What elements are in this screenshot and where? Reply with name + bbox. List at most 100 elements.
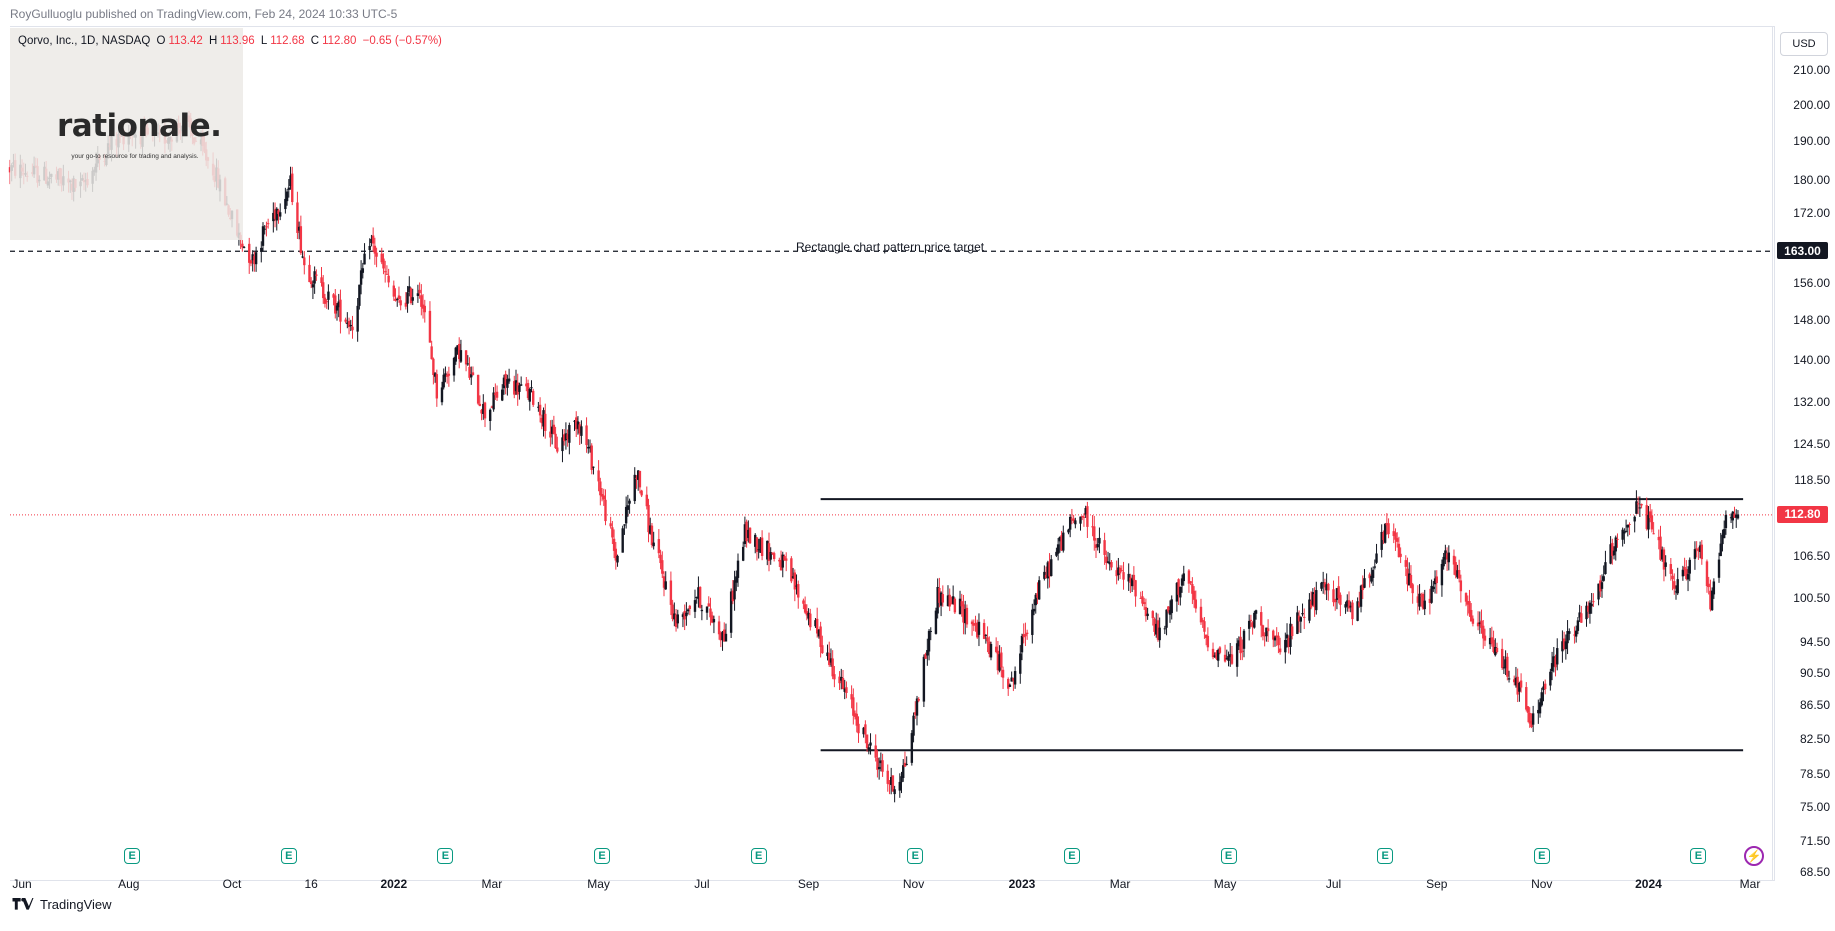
candle-body [478, 403, 482, 407]
candle-body [540, 417, 544, 424]
earnings-e-icon[interactable]: E [280, 848, 297, 864]
time-axis-label: Mar [481, 877, 503, 891]
earnings-e-icon[interactable]: E [124, 848, 141, 864]
candle-body [693, 600, 697, 612]
candle-body [464, 350, 468, 365]
currency-button[interactable]: USD [1780, 32, 1828, 56]
time-axis-label: Aug [118, 877, 140, 891]
candle-body [1024, 633, 1027, 637]
candle-body [406, 292, 409, 304]
target-price-tag: 163.00 [1777, 242, 1828, 260]
candle-body [303, 257, 306, 266]
candle-body [1599, 580, 1602, 592]
candle-body [273, 209, 277, 219]
candle-body [242, 246, 246, 248]
candle-body [1289, 623, 1292, 647]
candle-body [254, 252, 258, 265]
candle-body [771, 552, 774, 554]
candle-body [676, 614, 679, 624]
candle-body [1122, 572, 1125, 580]
earnings-e-icon[interactable]: E [1063, 848, 1080, 864]
earnings-e-icon[interactable]: E [1533, 848, 1550, 864]
earnings-e-icon[interactable]: E [437, 848, 454, 864]
candle-body [710, 615, 714, 623]
candle-body [1108, 562, 1111, 565]
candle-body [838, 676, 841, 684]
earnings-e-icon[interactable]: E [594, 848, 611, 864]
candle-body [1361, 584, 1364, 591]
candle-body [1688, 559, 1691, 574]
time-axis-label: Nov [1531, 877, 1553, 891]
candle-body [636, 470, 640, 480]
legend-open-label: O [156, 35, 166, 47]
candle-body [457, 343, 461, 360]
candle-body [1444, 550, 1447, 560]
candle-body [638, 470, 642, 488]
candle-body [471, 372, 475, 376]
candle-body [482, 403, 485, 415]
candle-body [1287, 637, 1290, 648]
candle-body [1394, 532, 1397, 540]
candle-body [516, 382, 519, 395]
candle-body [1098, 537, 1101, 544]
candle-body [1371, 569, 1375, 578]
candle-body [1356, 601, 1359, 621]
candle-body [1199, 606, 1203, 623]
candle-body [1543, 683, 1547, 690]
candle-body [886, 770, 889, 784]
earnings-e-icon[interactable]: E [1220, 848, 1237, 864]
candle-body [349, 324, 352, 327]
candle-body [249, 260, 253, 264]
candle-body [1359, 585, 1363, 607]
candle-body [1709, 590, 1712, 610]
candle-body [633, 474, 636, 502]
candle-body [552, 424, 556, 434]
candle-body [1659, 536, 1662, 560]
candle-body [876, 758, 879, 770]
candle-body [1215, 652, 1218, 659]
candle-body [383, 271, 387, 273]
candle-body [576, 421, 580, 429]
publisher-bar: RoyGulluoglu published on TradingView.co… [0, 0, 1835, 26]
candle-body [1216, 649, 1220, 661]
candle-body [862, 727, 865, 735]
candle-body [790, 558, 793, 582]
candle-body [802, 600, 805, 604]
earnings-e-icon[interactable]: E [1377, 848, 1394, 864]
candle-body [1731, 511, 1734, 521]
candle-body [373, 245, 377, 254]
candle-body [1468, 601, 1471, 614]
earnings-e-icon[interactable]: E [1690, 848, 1707, 864]
candle-body [1037, 580, 1041, 600]
candle-body [915, 698, 919, 716]
candle-body [1115, 570, 1118, 577]
candle-body [755, 537, 759, 552]
candle-body [621, 528, 624, 553]
candle-body [936, 586, 939, 614]
candle-body [1735, 514, 1738, 518]
candle-body [1249, 619, 1253, 621]
price-axis-label: 210.00 [1793, 62, 1830, 77]
lightning-icon[interactable]: ⚡ [1744, 846, 1764, 866]
candle-body [767, 543, 771, 562]
footer-brand[interactable]: TradingView [12, 897, 112, 912]
earnings-e-icon[interactable]: E [750, 848, 767, 864]
candle-body [1311, 592, 1315, 605]
candle-body [1440, 563, 1444, 586]
candle-body [841, 677, 845, 690]
candle-body [421, 304, 425, 309]
earnings-e-icon[interactable]: E [907, 848, 924, 864]
candle-body [1332, 589, 1335, 603]
candle-body [864, 724, 867, 735]
candle-body [779, 560, 783, 571]
candle-body [889, 776, 893, 785]
candle-body [1105, 556, 1108, 563]
candle-body [681, 614, 685, 617]
candle-body [612, 538, 616, 551]
candle-body [1213, 655, 1216, 657]
candle-body [929, 630, 932, 632]
candle-body [483, 402, 487, 419]
candle-body [826, 652, 829, 657]
candle-body [1225, 658, 1228, 660]
